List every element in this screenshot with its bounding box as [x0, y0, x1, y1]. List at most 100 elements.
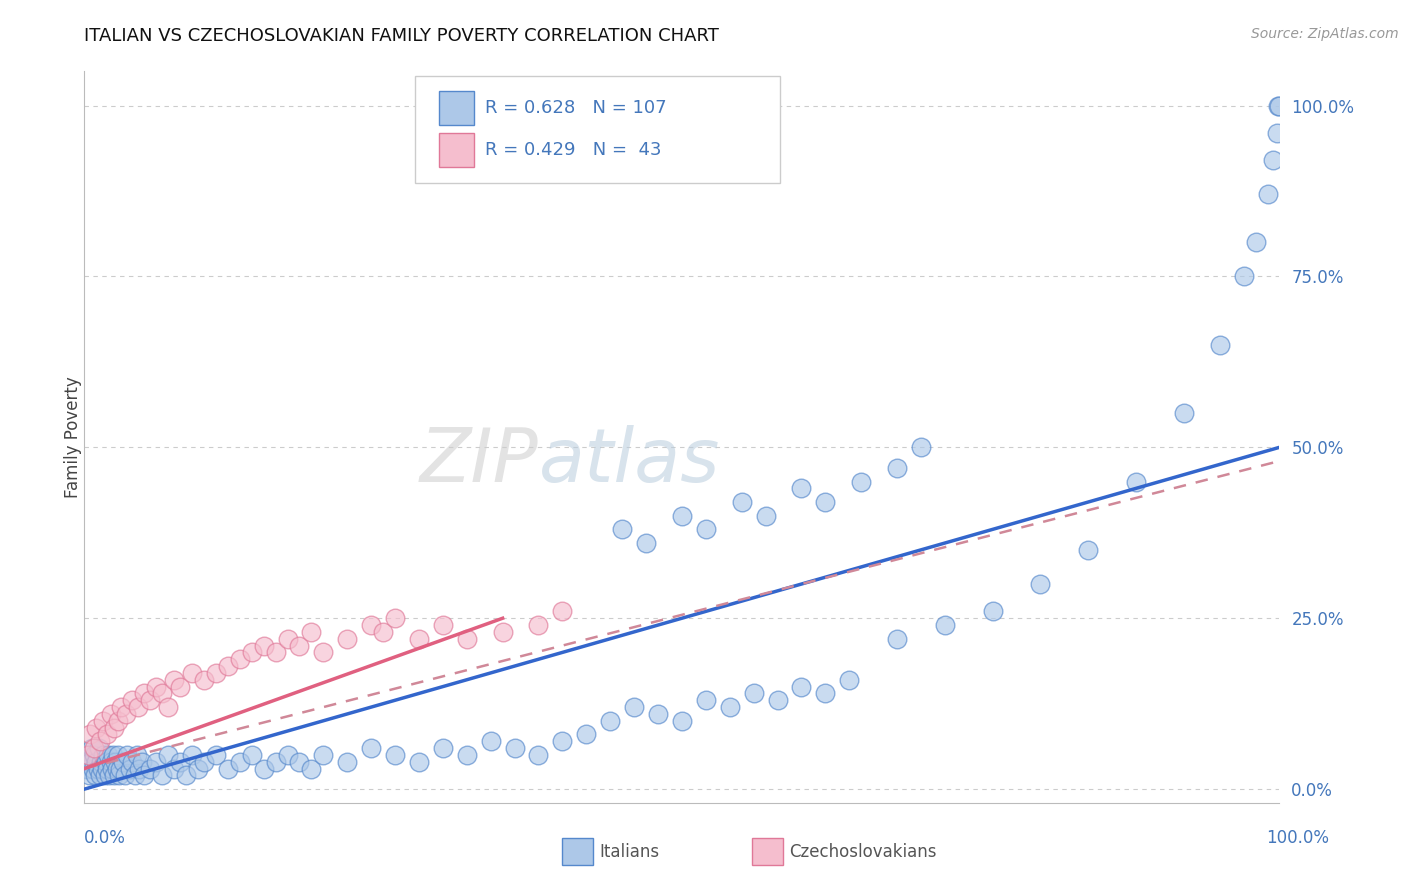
- Point: [527, 747, 550, 762]
- Point: [108, 768, 131, 782]
- Point: [76, 762, 98, 776]
- Point: [111, 755, 134, 769]
- Point: [301, 762, 323, 776]
- Point: [139, 693, 162, 707]
- Point: [96, 727, 118, 741]
- Point: [814, 686, 837, 700]
- Point: [934, 618, 956, 632]
- Point: [886, 632, 908, 646]
- Point: [575, 727, 598, 741]
- Point: [131, 755, 153, 769]
- Point: [1263, 153, 1285, 168]
- Point: [103, 721, 125, 735]
- Text: ITALIAN VS CZECHOSLOVAKIAN FAMILY POVERTY CORRELATION CHART: ITALIAN VS CZECHOSLOVAKIAN FAMILY POVERT…: [84, 27, 720, 45]
- Point: [157, 700, 180, 714]
- Point: [264, 645, 287, 659]
- Point: [118, 762, 141, 776]
- Text: ZIP: ZIP: [420, 425, 538, 497]
- Point: [408, 632, 430, 646]
- Point: [180, 747, 202, 762]
- Point: [105, 762, 128, 776]
- Text: 100.0%: 100.0%: [1265, 830, 1329, 847]
- Text: R = 0.429   N =  43: R = 0.429 N = 43: [485, 141, 662, 159]
- Point: [384, 747, 406, 762]
- Point: [94, 755, 117, 769]
- Point: [814, 495, 837, 509]
- Point: [718, 700, 741, 714]
- Point: [217, 659, 239, 673]
- Point: [551, 604, 574, 618]
- Point: [301, 624, 323, 639]
- Y-axis label: Family Poverty: Family Poverty: [65, 376, 82, 498]
- Point: [87, 741, 110, 756]
- Point: [312, 747, 335, 762]
- Point: [886, 460, 908, 475]
- Point: [479, 734, 502, 748]
- Point: [121, 693, 143, 707]
- Point: [790, 481, 813, 495]
- Point: [97, 747, 120, 762]
- Point: [93, 747, 115, 762]
- Point: [981, 604, 1004, 618]
- Point: [83, 741, 105, 756]
- Point: [336, 755, 359, 769]
- Point: [91, 762, 114, 776]
- Point: [77, 768, 100, 782]
- Point: [117, 747, 139, 762]
- Text: Czechoslovakians: Czechoslovakians: [789, 843, 936, 861]
- Point: [132, 686, 156, 700]
- Point: [139, 762, 162, 776]
- Point: [766, 693, 789, 707]
- Point: [187, 762, 209, 776]
- Point: [145, 680, 167, 694]
- Point: [217, 762, 239, 776]
- Point: [107, 747, 129, 762]
- Point: [1077, 542, 1099, 557]
- Point: [695, 693, 717, 707]
- Point: [89, 768, 111, 782]
- Point: [253, 762, 276, 776]
- Point: [312, 645, 335, 659]
- Point: [150, 686, 173, 700]
- Point: [264, 755, 287, 769]
- Point: [83, 747, 105, 762]
- Point: [228, 652, 250, 666]
- Point: [1267, 98, 1289, 112]
- Point: [80, 741, 103, 756]
- Point: [103, 768, 125, 782]
- Point: [121, 755, 143, 769]
- Point: [205, 747, 228, 762]
- Point: [84, 768, 107, 782]
- Point: [492, 624, 515, 639]
- Point: [101, 762, 124, 776]
- Text: R = 0.628   N = 107: R = 0.628 N = 107: [485, 99, 666, 117]
- Point: [671, 714, 693, 728]
- Point: [86, 762, 108, 776]
- Point: [408, 755, 430, 769]
- Point: [77, 747, 100, 762]
- Point: [169, 755, 191, 769]
- Point: [89, 734, 111, 748]
- Point: [107, 714, 129, 728]
- Point: [754, 508, 776, 523]
- Point: [240, 645, 263, 659]
- Point: [114, 768, 136, 782]
- Point: [93, 768, 115, 782]
- Point: [169, 680, 191, 694]
- Point: [384, 611, 406, 625]
- Point: [253, 639, 276, 653]
- Point: [527, 618, 550, 632]
- Point: [79, 755, 101, 769]
- Point: [124, 768, 146, 782]
- Point: [671, 508, 693, 523]
- Point: [104, 755, 127, 769]
- Point: [456, 632, 478, 646]
- Point: [360, 618, 382, 632]
- Point: [731, 495, 754, 509]
- Text: 0.0%: 0.0%: [84, 830, 127, 847]
- Point: [157, 747, 180, 762]
- Point: [100, 755, 122, 769]
- Point: [647, 706, 669, 721]
- Point: [193, 755, 215, 769]
- Point: [551, 734, 574, 748]
